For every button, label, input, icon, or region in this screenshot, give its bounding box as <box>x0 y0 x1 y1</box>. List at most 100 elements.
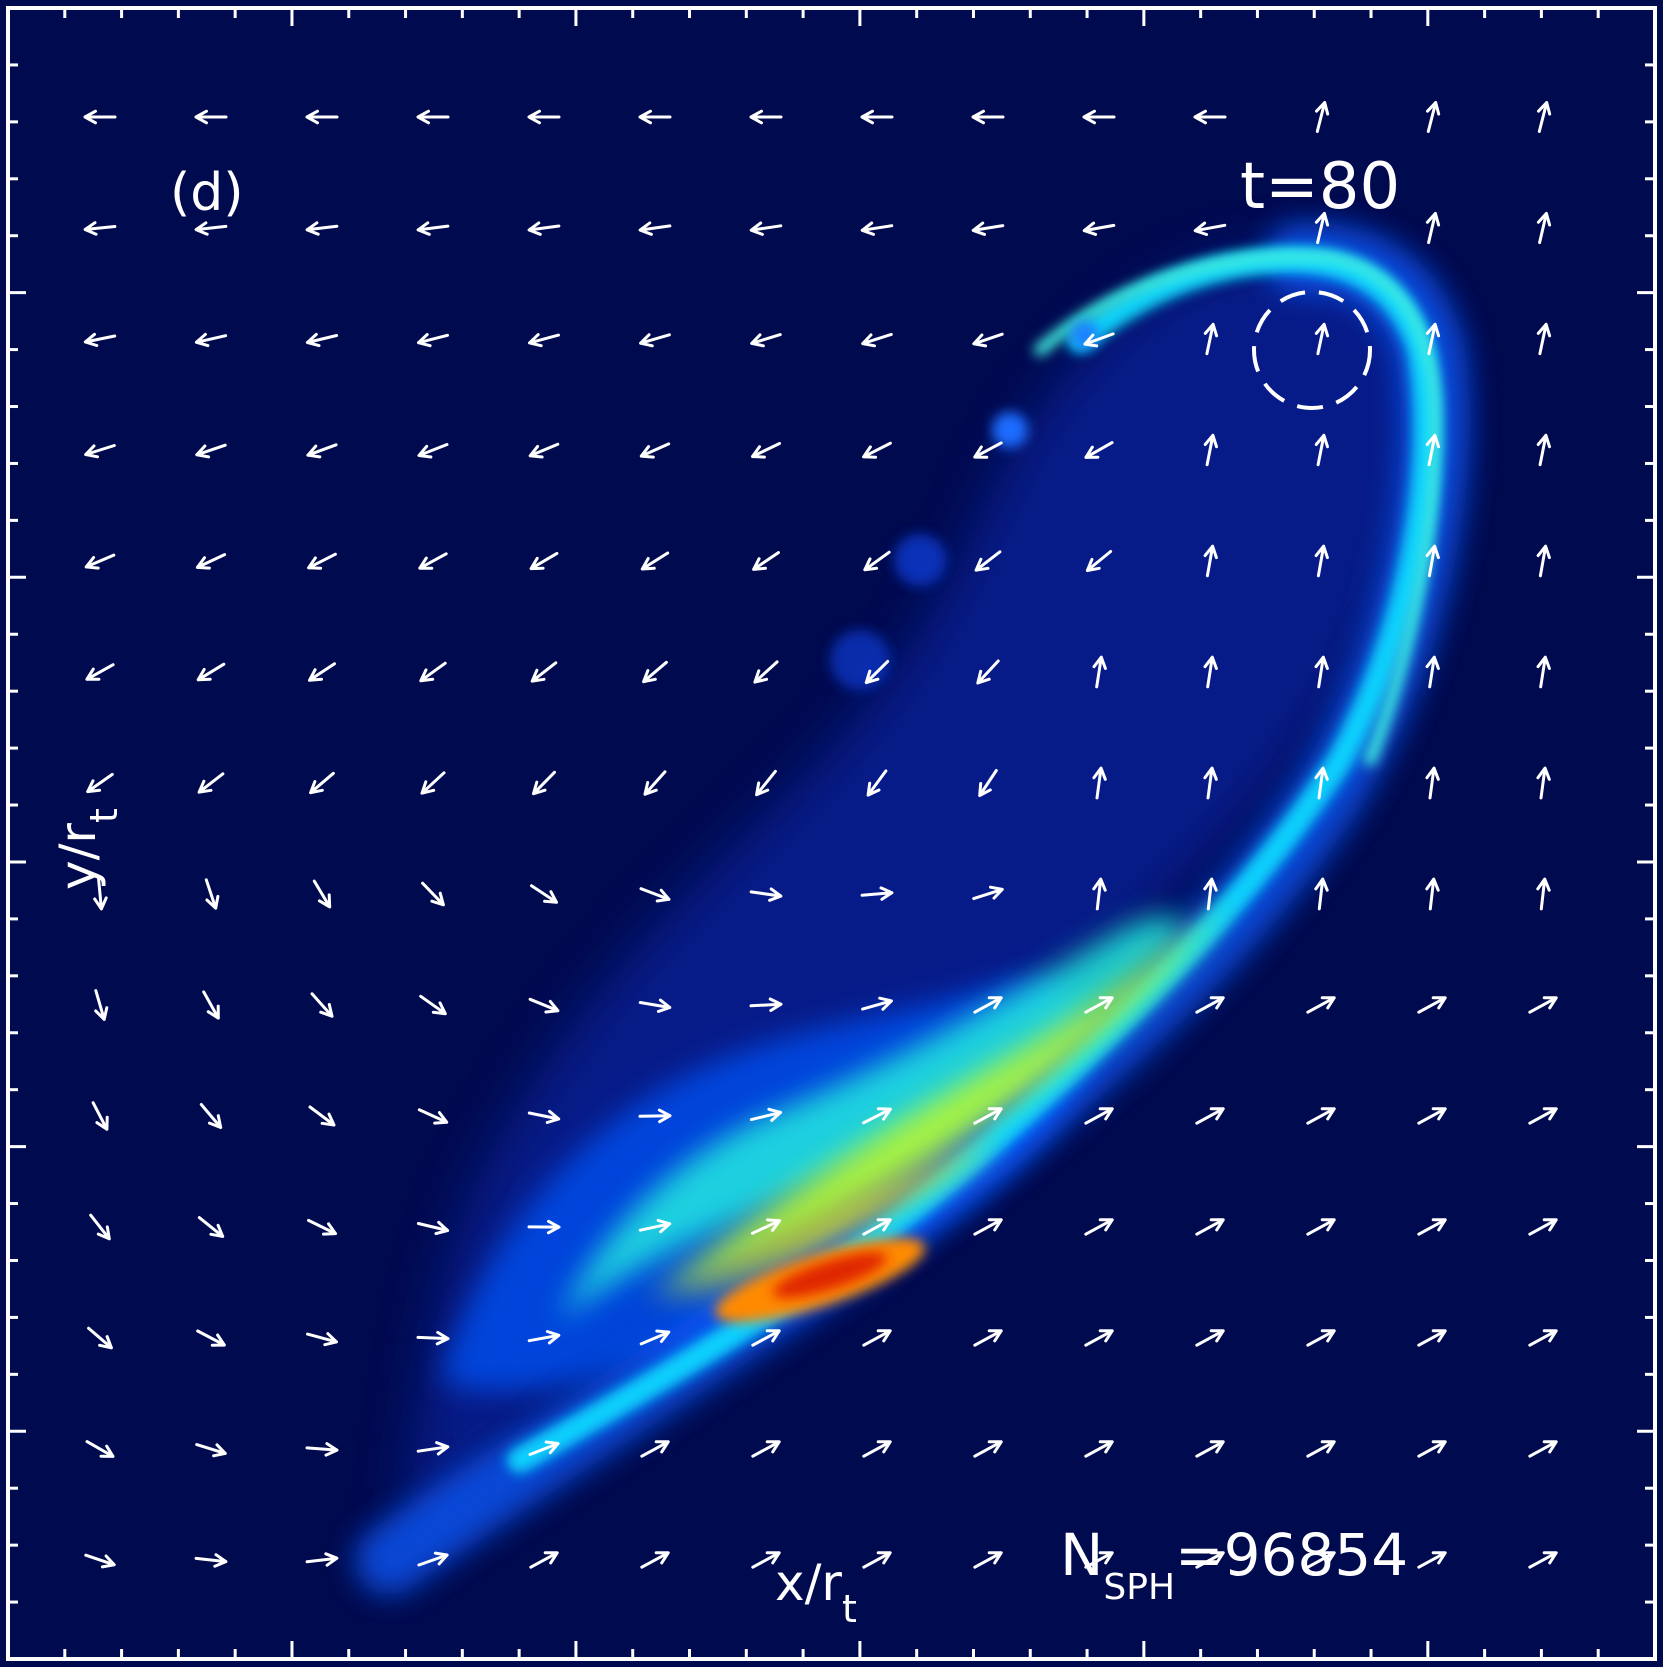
velocity-arrow-icon <box>1092 655 1107 689</box>
velocity-arrow-icon <box>1203 544 1218 578</box>
velocity-arrow-icon <box>972 332 1004 348</box>
velocity-arrow-icon <box>638 1108 672 1124</box>
velocity-arrow-icon <box>194 332 228 348</box>
velocity-arrow-icon <box>1528 1218 1558 1236</box>
velocity-arrow-icon <box>418 552 448 570</box>
velocity-arrow-icon <box>753 660 779 684</box>
velocity-arrow-icon <box>638 1218 672 1234</box>
velocity-arrow-icon <box>639 442 671 459</box>
velocity-arrow-icon <box>197 1216 225 1238</box>
velocity-arrow-icon <box>862 1440 892 1458</box>
velocity-arrow-icon <box>305 1442 339 1457</box>
velocity-arrow-icon <box>1195 1440 1225 1458</box>
velocity-arrow-icon <box>751 442 781 459</box>
velocity-arrow-icon <box>528 997 560 1014</box>
velocity-arrow-icon <box>308 662 336 682</box>
velocity-arrow-icon <box>417 1551 449 1567</box>
velocity-arrow-icon <box>83 109 117 125</box>
velocity-arrow-icon <box>194 109 228 125</box>
velocity-arrow-icon <box>528 442 560 459</box>
velocity-arrow-icon <box>750 1218 782 1235</box>
velocity-arrow-icon <box>84 1553 116 1569</box>
dashed-circle-icon <box>1252 290 1372 410</box>
velocity-arrow-icon <box>749 1107 783 1122</box>
velocity-arrow-icon <box>419 661 447 683</box>
velocity-arrow-icon <box>1195 1107 1225 1125</box>
velocity-arrow-icon <box>204 878 220 910</box>
velocity-arrow-icon <box>1092 766 1107 800</box>
velocity-arrow-icon <box>197 772 225 794</box>
velocity-arrow-icon <box>532 770 556 796</box>
velocity-arrow-icon <box>195 553 227 570</box>
time-label: t=80 <box>1240 150 1400 224</box>
velocity-arrow-icon <box>417 333 449 348</box>
velocity-arrow-icon <box>528 1440 560 1456</box>
velocity-arrow-icon <box>1528 996 1558 1014</box>
velocity-arrow-icon <box>976 659 1000 685</box>
velocity-arrow-icon <box>87 1326 113 1350</box>
velocity-arrow-icon <box>862 1218 892 1236</box>
velocity-arrow-icon <box>419 994 447 1016</box>
velocity-arrow-icon <box>196 662 226 682</box>
velocity-arrow-icon <box>1528 1329 1558 1347</box>
velocity-arrow-icon <box>1536 211 1552 245</box>
velocity-arrow-icon <box>305 221 339 236</box>
velocity-arrow-icon <box>84 553 116 570</box>
velocity-arrow-icon <box>305 1552 339 1567</box>
velocity-arrow-icon <box>1195 1551 1225 1569</box>
velocity-arrow-icon <box>1203 655 1218 689</box>
velocity-arrow-icon <box>973 996 1003 1014</box>
velocity-arrow-icon <box>85 1440 115 1458</box>
velocity-arrow-icon <box>529 551 559 571</box>
y-axis-label-main: y/r <box>49 823 107 890</box>
velocity-arrow-icon <box>1306 1329 1336 1347</box>
velocity-arrow-icon <box>752 551 780 571</box>
axis-ticks <box>8 8 1655 1659</box>
velocity-arrow-icon <box>974 550 1002 572</box>
velocity-arrow-icon <box>1417 1107 1447 1125</box>
velocity-arrow-icon <box>862 1107 892 1125</box>
velocity-arrow-icon <box>1528 1551 1558 1569</box>
velocity-arrow-icon <box>640 1551 670 1569</box>
velocity-arrow-icon <box>973 1440 1003 1458</box>
particle-count-prefix: N <box>1060 1521 1103 1589</box>
velocity-arrow-icon <box>1306 1551 1336 1569</box>
velocity-arrow-icon <box>417 443 449 459</box>
velocity-arrow-icon <box>638 998 672 1013</box>
velocity-arrow-icon <box>89 1213 111 1241</box>
velocity-field <box>83 101 1558 1569</box>
velocity-arrow-icon <box>973 1107 1003 1125</box>
velocity-arrow-icon <box>529 1551 559 1569</box>
velocity-arrow-icon <box>1083 332 1115 348</box>
velocity-arrow-icon <box>1084 1551 1114 1569</box>
velocity-arrow-icon <box>1425 322 1441 356</box>
velocity-arrow-icon <box>417 1108 449 1125</box>
velocity-arrow-icon <box>527 1219 561 1235</box>
velocity-arrow-icon <box>751 1551 781 1569</box>
velocity-arrow-icon <box>195 443 227 459</box>
velocity-arrow-icon <box>530 661 558 683</box>
velocity-arrow-icon <box>1306 1218 1336 1236</box>
velocity-arrow-icon <box>1425 211 1441 245</box>
y-axis-label: y/rt <box>49 808 126 890</box>
particle-count-sub: SPH <box>1103 1567 1175 1608</box>
velocity-arrow-icon <box>1536 544 1551 578</box>
velocity-arrow-icon <box>94 989 109 1021</box>
velocity-arrow-icon <box>1084 1329 1114 1347</box>
velocity-arrow-icon <box>749 221 783 236</box>
velocity-arrow-icon <box>863 550 891 572</box>
velocity-arrow-icon <box>1425 544 1440 578</box>
velocity-arrow-icon <box>1314 655 1329 689</box>
velocity-arrow-icon <box>640 551 670 571</box>
velocity-arrow-icon <box>1528 1440 1558 1458</box>
velocity-arrow-icon <box>416 109 450 125</box>
velocity-arrow-icon <box>1306 1107 1336 1125</box>
velocity-arrow-icon <box>1203 766 1218 800</box>
velocity-arrow-icon <box>86 772 114 794</box>
velocity-arrow-icon <box>93 877 108 911</box>
particle-count-value: =96854 <box>1175 1521 1408 1589</box>
velocity-arrow-icon <box>861 996 893 1011</box>
velocity-arrow-icon <box>1082 109 1116 125</box>
velocity-arrow-icon <box>1314 322 1330 356</box>
velocity-arrow-icon <box>1536 655 1551 689</box>
